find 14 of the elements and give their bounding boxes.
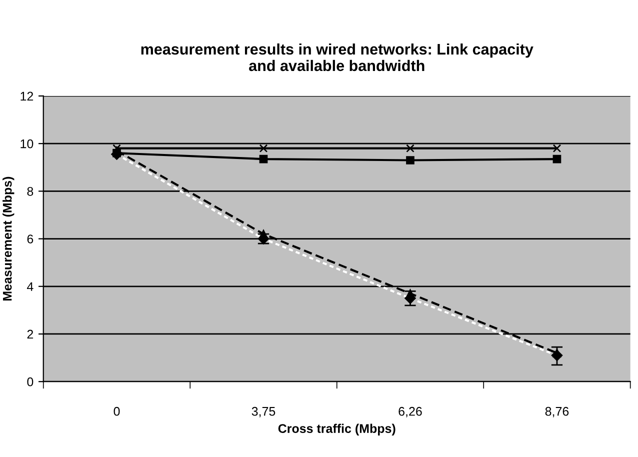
y-tick-label: 8 [27,186,34,196]
y-tick-label: 0 [27,377,34,386]
y-tick-label: 2 [27,330,34,339]
x-tick-label: 8,76 [545,406,569,418]
y-tick-label: 4 [27,282,34,291]
y-tick-label: 6 [27,234,34,244]
x-tick-label: 0 [114,406,120,416]
x-axis-title: Cross traffic (Mbps) [278,424,396,436]
y-tick-label: 10 [20,139,34,148]
chart-title: measurement results in wired networks: Link capacity and available bandwidth [141,43,534,72]
x-tick-label: 3,75 [252,406,276,418]
y-tick-label: 12 [20,92,34,100]
y-axis-title: Measurement (Mbps) [2,176,14,300]
x-tick-label: 6,26 [398,406,422,418]
